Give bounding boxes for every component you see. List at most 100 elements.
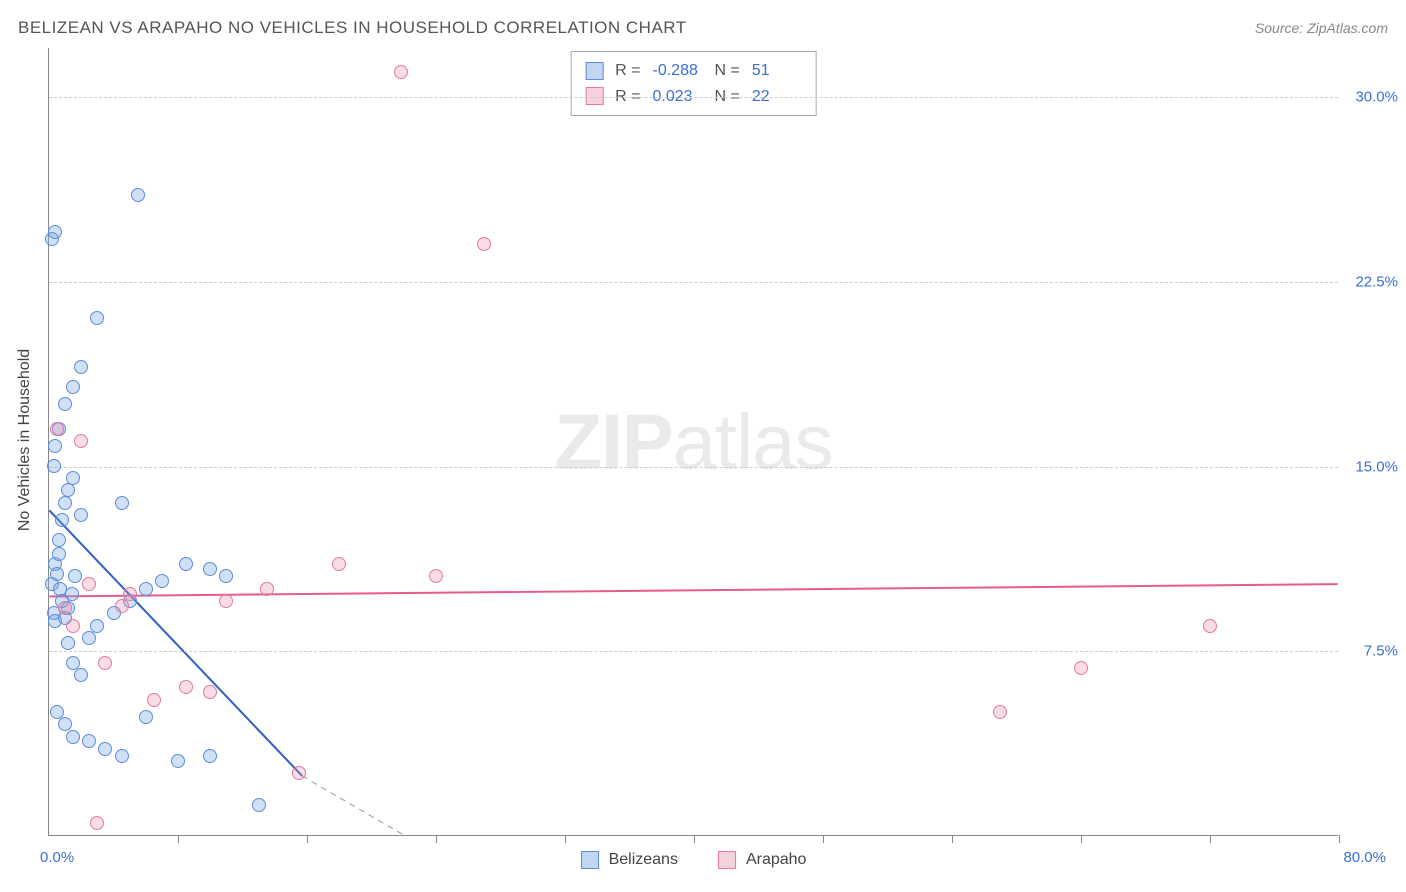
- point-belizeans: [171, 754, 185, 768]
- point-arapaho: [50, 422, 64, 436]
- stats-legend: R = -0.288 N = 51 R = 0.023 N = 22: [570, 51, 817, 116]
- point-belizeans: [66, 471, 80, 485]
- point-belizeans: [115, 496, 129, 510]
- point-belizeans: [58, 397, 72, 411]
- point-belizeans: [52, 547, 66, 561]
- watermark-part2: atlas: [673, 397, 833, 485]
- y-axis-label-container: No Vehicles in Household: [10, 50, 40, 830]
- watermark: ZIPatlas: [554, 396, 832, 487]
- point-arapaho: [203, 685, 217, 699]
- point-belizeans: [61, 483, 75, 497]
- x-axis-max-label: 80.0%: [1343, 849, 1386, 866]
- point-belizeans: [90, 311, 104, 325]
- point-belizeans: [74, 508, 88, 522]
- y-tick-label: 15.0%: [1343, 458, 1398, 475]
- point-arapaho: [394, 65, 408, 79]
- x-tick: [694, 835, 695, 843]
- point-belizeans: [98, 742, 112, 756]
- series-legend: Belizeans Arapaho: [581, 851, 807, 869]
- swatch-arapaho: [718, 851, 736, 869]
- x-tick: [436, 835, 437, 843]
- legend-item-belizeans: Belizeans: [581, 851, 678, 869]
- legend-label-arapaho: Arapaho: [746, 851, 807, 869]
- point-arapaho: [292, 766, 306, 780]
- point-belizeans: [179, 557, 193, 571]
- x-tick: [823, 835, 824, 843]
- page-title: BELIZEAN VS ARAPAHO NO VEHICLES IN HOUSE…: [18, 18, 687, 38]
- point-belizeans: [219, 569, 233, 583]
- legend-label-belizeans: Belizeans: [609, 851, 678, 869]
- point-belizeans: [65, 587, 79, 601]
- stats-row-belizeans: R = -0.288 N = 51: [585, 58, 802, 84]
- x-tick: [565, 835, 566, 843]
- point-belizeans: [139, 582, 153, 596]
- x-tick: [1081, 835, 1082, 843]
- point-arapaho: [219, 594, 233, 608]
- gridline: [49, 651, 1338, 652]
- point-arapaho: [74, 434, 88, 448]
- point-arapaho: [98, 656, 112, 670]
- gridline: [49, 467, 1338, 468]
- point-arapaho: [332, 557, 346, 571]
- y-tick-label: 22.5%: [1343, 273, 1398, 290]
- point-belizeans: [50, 567, 64, 581]
- point-arapaho: [1203, 619, 1217, 633]
- point-belizeans: [131, 188, 145, 202]
- point-arapaho: [66, 619, 80, 633]
- point-belizeans: [48, 439, 62, 453]
- x-tick: [952, 835, 953, 843]
- point-belizeans: [52, 533, 66, 547]
- n-value-belizeans: 51: [752, 58, 802, 84]
- y-tick-label: 7.5%: [1343, 643, 1398, 660]
- y-tick-label: 30.0%: [1343, 89, 1398, 106]
- gridline: [49, 97, 1338, 98]
- swatch-belizeans: [585, 62, 603, 80]
- point-arapaho: [260, 582, 274, 596]
- point-arapaho: [1074, 661, 1088, 675]
- point-arapaho: [179, 680, 193, 694]
- gridline: [49, 282, 1338, 283]
- point-belizeans: [66, 730, 80, 744]
- regression-lines: [49, 48, 1338, 835]
- point-arapaho: [90, 816, 104, 830]
- point-arapaho: [429, 569, 443, 583]
- n-label: N =: [715, 58, 740, 84]
- x-axis-origin-label: 0.0%: [40, 849, 74, 866]
- x-tick: [307, 835, 308, 843]
- swatch-belizeans: [581, 851, 599, 869]
- point-belizeans: [115, 749, 129, 763]
- watermark-part1: ZIP: [554, 397, 672, 485]
- point-belizeans: [47, 459, 61, 473]
- point-belizeans: [66, 380, 80, 394]
- header: BELIZEAN VS ARAPAHO NO VEHICLES IN HOUSE…: [18, 18, 1388, 38]
- scatter-chart: ZIPatlas R = -0.288 N = 51 R = 0.023 N =…: [48, 48, 1338, 836]
- point-belizeans: [203, 562, 217, 576]
- point-arapaho: [58, 601, 72, 615]
- point-arapaho: [993, 705, 1007, 719]
- point-belizeans: [61, 636, 75, 650]
- point-belizeans: [58, 496, 72, 510]
- point-belizeans: [82, 631, 96, 645]
- r-value-belizeans: -0.288: [653, 58, 703, 84]
- point-belizeans: [74, 668, 88, 682]
- point-arapaho: [477, 237, 491, 251]
- r-label: R =: [615, 58, 640, 84]
- source-attribution: Source: ZipAtlas.com: [1255, 20, 1388, 36]
- legend-item-arapaho: Arapaho: [718, 851, 807, 869]
- point-belizeans: [203, 749, 217, 763]
- x-tick: [178, 835, 179, 843]
- point-belizeans: [90, 619, 104, 633]
- point-belizeans: [74, 360, 88, 374]
- point-belizeans: [68, 569, 82, 583]
- point-arapaho: [115, 599, 129, 613]
- point-belizeans: [252, 798, 266, 812]
- point-belizeans: [48, 225, 62, 239]
- point-belizeans: [55, 513, 69, 527]
- point-arapaho: [147, 693, 161, 707]
- point-arapaho: [123, 587, 137, 601]
- point-belizeans: [82, 734, 96, 748]
- point-arapaho: [82, 577, 96, 591]
- point-belizeans: [155, 574, 169, 588]
- x-tick: [1339, 835, 1340, 843]
- x-tick: [1210, 835, 1211, 843]
